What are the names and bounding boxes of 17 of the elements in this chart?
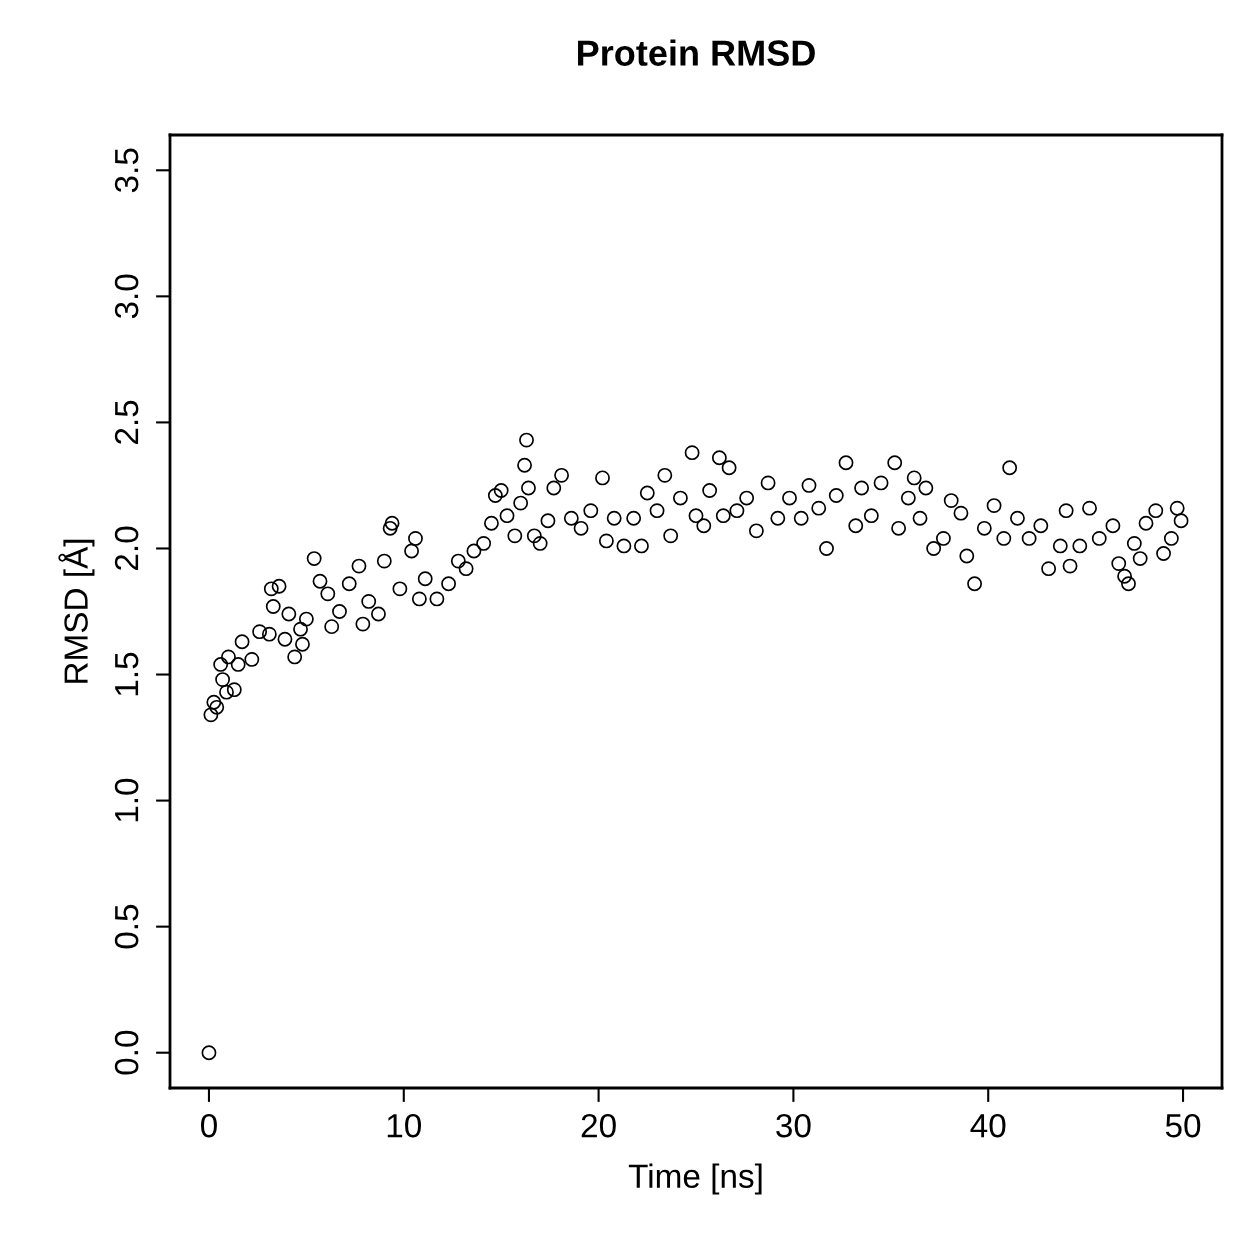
- y-tick-label: 0.0: [114, 1030, 139, 1075]
- y-tick-label: 1.0: [114, 778, 139, 822]
- y-tick-label: 3.0: [114, 274, 139, 319]
- y-tick-label: 1.5: [115, 652, 139, 696]
- y-tick-label: 2.5: [114, 400, 139, 444]
- y-tick-label: 0.5: [114, 904, 139, 949]
- x-axis-title: Time [ns]: [628, 1163, 762, 1195]
- x-tick-label: 30: [776, 1113, 811, 1138]
- y-axis-title: RMSD [Å]: [58, 539, 95, 683]
- x-tick-label: 10: [387, 1113, 422, 1138]
- x-tick-label: 50: [1165, 1113, 1201, 1138]
- y-tick-label: 3.5: [114, 148, 139, 193]
- x-tick-label: 40: [970, 1113, 1006, 1138]
- x-tick-label: 0: [201, 1113, 217, 1138]
- chart-title: Protein RMSD: [578, 39, 815, 66]
- y-tick-label: 2.0: [114, 526, 139, 570]
- x-tick-label: 20: [581, 1113, 616, 1138]
